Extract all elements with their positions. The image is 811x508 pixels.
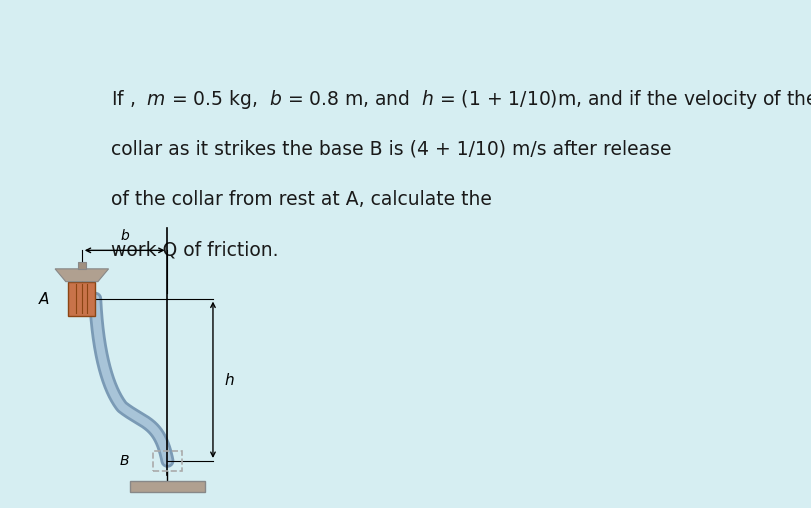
Text: work Q of friction.: work Q of friction. [111, 241, 278, 260]
Text: $A$: $A$ [37, 291, 49, 307]
Text: $b$: $b$ [119, 228, 130, 243]
Bar [152, 451, 182, 471]
Polygon shape [55, 269, 109, 281]
Bar [68, 281, 95, 316]
Text: $h$: $h$ [224, 372, 234, 388]
Text: collar as it strikes the base B is (4 + 1/10) m/s after release: collar as it strikes the base B is (4 + … [111, 139, 672, 158]
Bar [78, 262, 86, 269]
Text: $B$: $B$ [119, 454, 130, 468]
Text: of the collar from rest at A, calculate the: of the collar from rest at A, calculate … [111, 190, 491, 209]
Bar [130, 481, 205, 492]
Text: If ,  $m$ = 0.5 kg,  $b$ = 0.8 m, and  $h$ = (1 + 1/10)m, and if the velocity of: If , $m$ = 0.5 kg, $b$ = 0.8 m, and $h$ … [111, 88, 811, 111]
